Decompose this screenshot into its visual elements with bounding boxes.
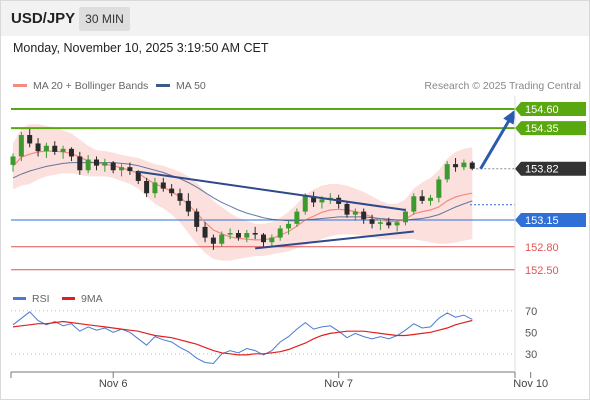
legend-ma20-bollinger: MA 20 + Bollinger Bands xyxy=(13,80,148,92)
level-label-153-15: 153.15 xyxy=(525,215,559,227)
lower-trendline xyxy=(255,230,414,250)
legend-rsi: RSI xyxy=(13,293,50,305)
candle-body xyxy=(94,159,99,166)
candle-body xyxy=(244,233,250,238)
candle-body xyxy=(419,196,425,201)
rsi-tick-label: 50 xyxy=(525,327,537,339)
candle-body xyxy=(152,182,158,194)
candle-body xyxy=(18,135,24,157)
legend-label-ma9: 9MA xyxy=(81,293,103,305)
legend-ma50: MA 50 xyxy=(156,80,206,92)
candle-body xyxy=(227,233,233,235)
candle-body xyxy=(311,196,317,203)
level-label-152-80: 152.80 xyxy=(525,242,559,254)
candle-body xyxy=(110,162,116,171)
candle-body xyxy=(185,200,191,212)
candle-body xyxy=(202,226,208,238)
legend-swatch-rsi xyxy=(13,296,26,300)
candle-body xyxy=(302,196,308,212)
candle-body xyxy=(35,143,41,152)
candle-body xyxy=(135,171,141,181)
candle-body xyxy=(402,211,408,223)
rsi-tick-label: 30 xyxy=(525,349,537,361)
candle-body xyxy=(319,199,325,203)
candle-body xyxy=(294,211,300,224)
x-tick-label: Nov 6 xyxy=(99,378,128,390)
candle-body xyxy=(436,179,442,198)
x-tick-label: Nov 7 xyxy=(324,378,353,390)
candle-body xyxy=(277,228,283,238)
candle-body xyxy=(352,211,358,215)
candle-body xyxy=(469,162,475,169)
candle-body xyxy=(286,223,292,229)
candle-body xyxy=(43,145,49,152)
candle-body xyxy=(60,148,66,152)
candle-body xyxy=(127,167,133,172)
bollinger-band xyxy=(13,124,473,261)
chart-datetime: Monday, November 10, 2025 3:19:50 AM CET xyxy=(13,41,269,55)
candle-body xyxy=(261,234,266,243)
candle-body xyxy=(119,167,125,171)
candle-body xyxy=(453,164,459,168)
candle-body xyxy=(77,156,83,171)
candle-body xyxy=(411,196,417,212)
rsi-ma9-line xyxy=(12,319,473,356)
candle-body xyxy=(169,188,175,194)
legend-label-ma20: MA 20 + Bollinger Bands xyxy=(33,80,149,92)
candle-body xyxy=(394,222,400,226)
legend-label-ma50: MA 50 xyxy=(176,80,206,92)
level-label-153-82: 153.82 xyxy=(525,164,559,176)
candle-body xyxy=(269,237,275,243)
candle-body xyxy=(344,203,350,215)
rsi-line xyxy=(12,311,473,365)
candle-body xyxy=(461,162,467,168)
candle-body xyxy=(377,222,383,224)
candle-body xyxy=(194,211,200,227)
level-label-154-35-box xyxy=(515,121,586,136)
level-label-153-15-box xyxy=(515,213,586,227)
attribution: Research © 2025 Trading Central xyxy=(424,80,581,92)
legend-swatch-ma50 xyxy=(156,83,170,87)
x-tick-label: Nov 10 xyxy=(513,378,548,390)
timeframe-badge[interactable]: 30 MIN xyxy=(79,7,130,31)
candle-body xyxy=(252,233,258,235)
candle-body xyxy=(361,211,367,220)
chart-header: USD/JPY 30 MIN xyxy=(0,0,590,36)
candle-body xyxy=(85,159,91,171)
candle-body xyxy=(235,233,241,238)
symbol-title: USD/JPY xyxy=(11,10,76,27)
candle-body xyxy=(68,148,74,157)
candle-body xyxy=(428,197,433,201)
candle-body xyxy=(144,180,150,194)
legend-swatch-ma9 xyxy=(62,296,75,300)
legend-label-rsi: RSI xyxy=(32,293,50,305)
candle-body xyxy=(52,145,58,152)
rsi-tick-label: 70 xyxy=(525,306,537,318)
candle-body xyxy=(219,234,225,244)
candle-body xyxy=(386,222,392,226)
level-label-152-50: 152.50 xyxy=(525,265,559,277)
candle-body xyxy=(177,193,183,201)
legend-rsi-ma9: 9MA xyxy=(62,293,103,305)
level-label-153-82-box xyxy=(515,161,586,176)
candle-body xyxy=(160,182,166,189)
candle-body xyxy=(27,135,33,144)
candle-body xyxy=(210,237,216,244)
legend-swatch-ma20 xyxy=(13,83,27,87)
candle-body xyxy=(369,219,375,224)
level-label-154-35: 154.35 xyxy=(525,123,559,135)
candles-group xyxy=(10,128,475,250)
candle-body xyxy=(10,156,16,165)
projection-arrow-head xyxy=(503,109,516,125)
level-label-154-60-box xyxy=(515,102,586,117)
candle-body xyxy=(102,162,108,166)
level-label-154-60: 154.60 xyxy=(525,104,559,116)
upper-trendline xyxy=(138,170,406,212)
candle-body xyxy=(444,164,450,180)
